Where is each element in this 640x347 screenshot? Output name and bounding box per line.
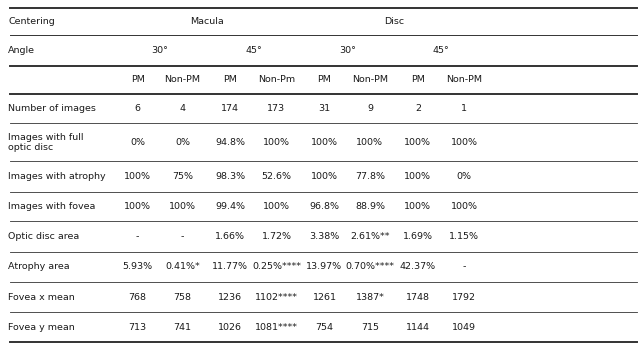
Text: 1026: 1026 bbox=[218, 323, 243, 331]
Text: 1236: 1236 bbox=[218, 293, 243, 302]
Text: 1261: 1261 bbox=[312, 293, 337, 302]
Text: Atrophy area: Atrophy area bbox=[8, 262, 70, 271]
Text: 0%: 0% bbox=[175, 138, 190, 147]
Text: Images with fovea: Images with fovea bbox=[8, 202, 96, 211]
Text: 768: 768 bbox=[129, 293, 147, 302]
Text: 100%: 100% bbox=[311, 138, 338, 147]
Text: 0.70%****: 0.70%**** bbox=[346, 262, 394, 271]
Text: -: - bbox=[180, 232, 184, 241]
Text: 1792: 1792 bbox=[452, 293, 476, 302]
Text: 100%: 100% bbox=[451, 138, 477, 147]
Text: 715: 715 bbox=[361, 323, 379, 331]
Text: 100%: 100% bbox=[451, 202, 477, 211]
Text: 758: 758 bbox=[173, 293, 191, 302]
Text: 52.6%: 52.6% bbox=[262, 172, 291, 181]
Text: 2.61%**: 2.61%** bbox=[350, 232, 390, 241]
Text: Centering: Centering bbox=[8, 17, 55, 26]
Text: 1.15%: 1.15% bbox=[449, 232, 479, 241]
Text: 0%: 0% bbox=[456, 172, 472, 181]
Text: 11.77%: 11.77% bbox=[212, 262, 248, 271]
Text: Number of images: Number of images bbox=[8, 104, 96, 113]
Text: 100%: 100% bbox=[169, 202, 196, 211]
Text: 100%: 100% bbox=[263, 202, 290, 211]
Text: -: - bbox=[462, 262, 466, 271]
Text: 6: 6 bbox=[134, 104, 141, 113]
Text: 1387*: 1387* bbox=[355, 293, 385, 302]
Text: 0.25%****: 0.25%**** bbox=[252, 262, 301, 271]
Text: 100%: 100% bbox=[124, 172, 151, 181]
Text: 4: 4 bbox=[179, 104, 186, 113]
Text: Images with atrophy: Images with atrophy bbox=[8, 172, 106, 181]
Text: 5.93%: 5.93% bbox=[122, 262, 153, 271]
Text: Non-PM: Non-PM bbox=[352, 75, 388, 84]
Text: Non-PM: Non-PM bbox=[164, 75, 200, 84]
Text: 30°: 30° bbox=[339, 46, 356, 55]
Text: 100%: 100% bbox=[356, 138, 383, 147]
Text: 75%: 75% bbox=[172, 172, 193, 181]
Text: 77.8%: 77.8% bbox=[355, 172, 385, 181]
Text: 1102****: 1102**** bbox=[255, 293, 298, 302]
Text: Angle: Angle bbox=[8, 46, 35, 55]
Text: Images with full
optic disc: Images with full optic disc bbox=[8, 133, 84, 152]
Text: PM: PM bbox=[223, 75, 237, 84]
Text: 1049: 1049 bbox=[452, 323, 476, 331]
Text: 1081****: 1081**** bbox=[255, 323, 298, 331]
Text: Macula: Macula bbox=[190, 17, 223, 26]
Text: 45°: 45° bbox=[433, 46, 449, 55]
Text: 30°: 30° bbox=[152, 46, 168, 55]
Text: 45°: 45° bbox=[245, 46, 262, 55]
Text: 98.3%: 98.3% bbox=[215, 172, 246, 181]
Text: 88.9%: 88.9% bbox=[355, 202, 385, 211]
Text: 100%: 100% bbox=[404, 172, 431, 181]
Text: 0%: 0% bbox=[130, 138, 145, 147]
Text: 0.41%*: 0.41%* bbox=[165, 262, 200, 271]
Text: 741: 741 bbox=[173, 323, 191, 331]
Text: Fovea x mean: Fovea x mean bbox=[8, 293, 75, 302]
Text: PM: PM bbox=[317, 75, 332, 84]
Text: PM: PM bbox=[131, 75, 145, 84]
Text: Non-PM: Non-PM bbox=[446, 75, 482, 84]
Text: 1748: 1748 bbox=[406, 293, 430, 302]
Text: 3.38%: 3.38% bbox=[309, 232, 340, 241]
Text: 31: 31 bbox=[319, 104, 330, 113]
Text: 713: 713 bbox=[129, 323, 147, 331]
Text: 100%: 100% bbox=[404, 138, 431, 147]
Text: Optic disc area: Optic disc area bbox=[8, 232, 79, 241]
Text: 1.72%: 1.72% bbox=[262, 232, 291, 241]
Text: 13.97%: 13.97% bbox=[307, 262, 342, 271]
Text: 173: 173 bbox=[268, 104, 285, 113]
Text: PM: PM bbox=[411, 75, 425, 84]
Text: Disc: Disc bbox=[384, 17, 404, 26]
Text: 96.8%: 96.8% bbox=[310, 202, 339, 211]
Text: 1.69%: 1.69% bbox=[403, 232, 433, 241]
Text: 754: 754 bbox=[316, 323, 333, 331]
Text: 94.8%: 94.8% bbox=[216, 138, 245, 147]
Text: 100%: 100% bbox=[404, 202, 431, 211]
Text: -: - bbox=[136, 232, 140, 241]
Text: 42.37%: 42.37% bbox=[400, 262, 436, 271]
Text: 99.4%: 99.4% bbox=[216, 202, 245, 211]
Text: 1144: 1144 bbox=[406, 323, 430, 331]
Text: 100%: 100% bbox=[124, 202, 151, 211]
Text: 2: 2 bbox=[415, 104, 421, 113]
Text: 9: 9 bbox=[367, 104, 373, 113]
Text: Non-Pm: Non-Pm bbox=[258, 75, 295, 84]
Text: 100%: 100% bbox=[263, 138, 290, 147]
Text: 174: 174 bbox=[221, 104, 239, 113]
Text: Fovea y mean: Fovea y mean bbox=[8, 323, 75, 331]
Text: 1: 1 bbox=[461, 104, 467, 113]
Text: 100%: 100% bbox=[311, 172, 338, 181]
Text: 1.66%: 1.66% bbox=[216, 232, 245, 241]
